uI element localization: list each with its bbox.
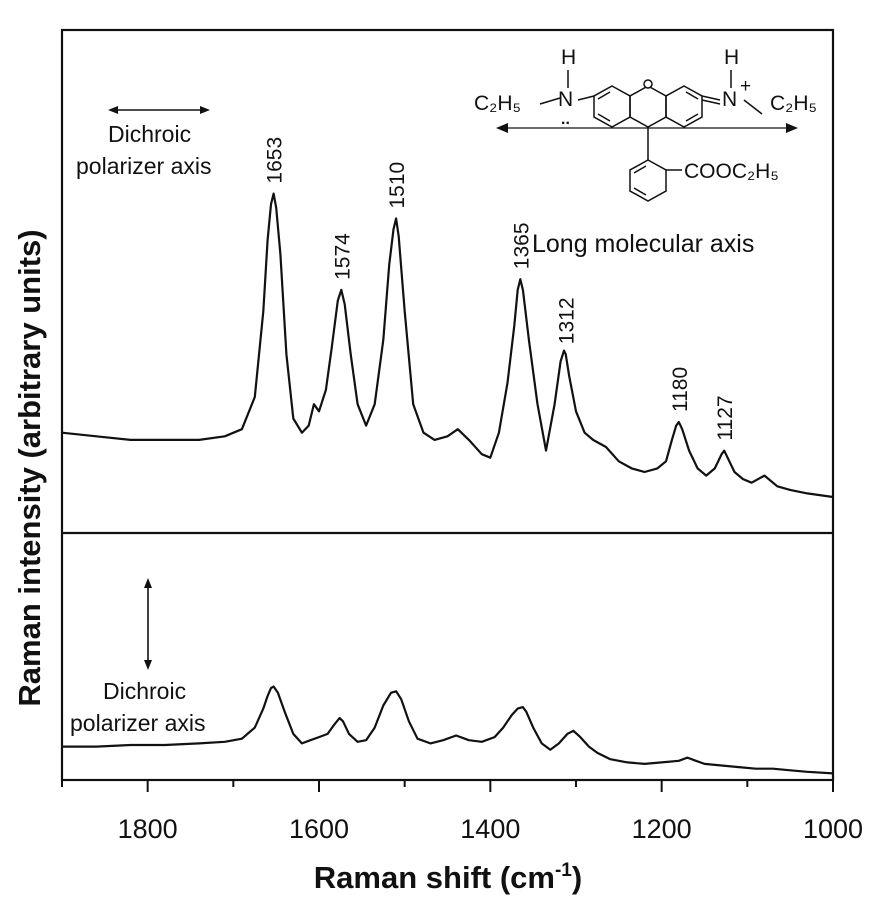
arrowhead-up-icon: [144, 578, 152, 588]
peak-label: 1510: [386, 162, 409, 209]
x-axis-label: Raman shift (cm-1): [314, 860, 582, 895]
plot-frame: [60, 28, 835, 782]
x-axis-ticks: 1800 1600 1400 1200 1000: [61, 780, 863, 844]
series-line-top: [61, 192, 834, 499]
left-ethyl-label: C₂H₅: [474, 92, 521, 115]
bond: [539, 97, 561, 105]
x-axis-label-close: ): [572, 860, 582, 895]
ring-center: [629, 85, 667, 128]
axis-arrowhead-left-icon: [496, 123, 508, 133]
left-n-label: N: [558, 88, 573, 111]
peak-label: 1574: [331, 233, 354, 280]
arrowhead-right-icon: [200, 106, 210, 114]
peak-labels: 1653 1574 1510 1365 1312 1180 1127: [264, 137, 738, 441]
left-h-label: H: [561, 46, 576, 69]
x-axis-label-sup: -1: [555, 860, 572, 881]
bond: [685, 113, 699, 122]
polarizer-annotation-top: Dichroic polarizer axis: [76, 106, 212, 179]
lone-pair-dots: ..: [561, 111, 570, 128]
peak-label: 1180: [669, 367, 692, 412]
peak-label: 1127: [714, 395, 737, 440]
bond: [597, 113, 611, 122]
x-tick-label: 1000: [803, 814, 863, 844]
right-h-label: H: [724, 46, 739, 69]
y-axis-label: Raman intensity (arbitrary units): [12, 229, 47, 706]
bond: [577, 95, 595, 101]
bond: [597, 91, 611, 100]
right-n-label: N: [722, 88, 737, 111]
bond: [743, 99, 763, 115]
polarizer-annotation-bottom: Dichroic polarizer axis: [70, 578, 206, 736]
x-axis-label-main: Raman shift (cm: [314, 860, 555, 895]
molecule-labels: H N .. C₂H₅ H N + C₂H₅ COOC₂H₅ Long mole…: [474, 46, 817, 258]
bond: [633, 165, 647, 174]
polarizer-label-bottom-line1: Dichroic: [103, 678, 186, 704]
molecule-inset: [502, 70, 792, 202]
polarizer-label-top-line1: Dichroic: [108, 121, 191, 147]
molecular-axis-caption: Long molecular axis: [532, 230, 754, 258]
ester-label: COOC₂H₅: [684, 160, 779, 183]
x-tick-label: 1400: [460, 814, 520, 844]
arrowhead-left-icon: [108, 106, 118, 114]
peak-label: 1312: [556, 297, 579, 344]
x-tick-label: 1600: [289, 814, 349, 844]
charge-plus-label: +: [740, 76, 751, 97]
x-tick-label: 1800: [118, 814, 178, 844]
ring-left: [593, 85, 631, 128]
peak-label: 1365: [510, 222, 533, 269]
polarizer-label-top-line2: polarizer axis: [76, 153, 212, 179]
x-tick-label: 1200: [632, 814, 692, 844]
bond: [685, 91, 699, 100]
axis-arrowhead-right-icon: [786, 123, 798, 133]
ring-oxygen-icon: [643, 79, 653, 89]
peak-label: 1653: [264, 137, 287, 184]
polarizer-label-bottom-line2: polarizer axis: [70, 710, 206, 736]
bond: [633, 187, 647, 196]
right-ethyl-label: C₂H₅: [770, 92, 817, 115]
bond: [701, 95, 721, 101]
bond: [701, 99, 721, 105]
ring-right: [665, 85, 703, 128]
ring-phenyl: [629, 159, 667, 202]
series-line-bottom: [62, 685, 834, 775]
arrowhead-down-icon: [144, 660, 152, 670]
